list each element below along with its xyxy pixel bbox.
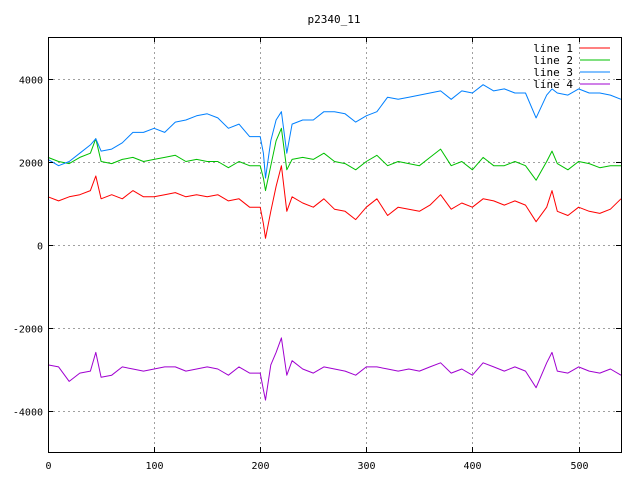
chart-title: p2340_11 (308, 13, 361, 26)
series-layer (47, 84, 622, 401)
x-tick-label: 200 (251, 461, 269, 472)
series-line-1 (47, 165, 622, 239)
y-tick-label: 0 (37, 242, 43, 253)
legend-label: line 2 (533, 54, 573, 67)
x-tick-label: 400 (463, 461, 481, 472)
tick-layer: 0 100 200 300 400 500 -4000 -2000 0 2000 4000 (13, 37, 621, 472)
y-tick-label: 2000 (19, 159, 43, 170)
y-tick-label: -4000 (13, 408, 43, 419)
y-tick-label: -2000 (13, 325, 43, 336)
x-tick-label: 300 (357, 461, 375, 472)
series-line-3 (47, 84, 622, 179)
y-tick-label: 4000 (19, 76, 43, 87)
x-tick-label: 100 (145, 461, 163, 472)
series-line-2 (47, 127, 621, 192)
legend-label: line 1 (533, 42, 573, 55)
x-tick-label: 0 (45, 461, 51, 472)
x-tick-label: 500 (570, 461, 588, 472)
series-line-4 (47, 337, 622, 401)
legend-label: line 4 (533, 78, 573, 91)
legend-label: line 3 (533, 66, 573, 79)
grid-layer (48, 37, 621, 452)
